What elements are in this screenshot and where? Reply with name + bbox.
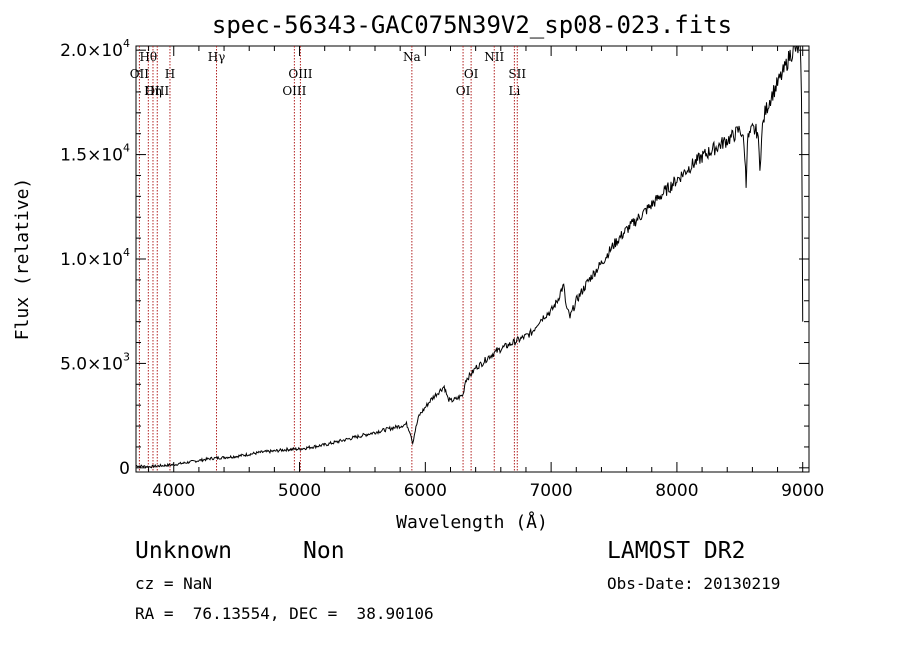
y-tick-base: 0 (119, 459, 130, 479)
y-tick-base: 2.0×10 (60, 41, 123, 61)
x-tick-label: 4000 (152, 481, 195, 501)
coordinates: RA = 76.13554, DEC = 38.90106 (135, 604, 434, 623)
y-tick-exponent: 4 (123, 246, 130, 259)
y-tick-exponent: 4 (123, 37, 130, 50)
y-axis-label: Flux (relative) (12, 178, 33, 341)
x-axis: 4000 5000 6000 7000 8000 9000 (149, 46, 825, 501)
spectral-line-label: OI (464, 67, 479, 81)
object-subclass: Non (303, 538, 345, 564)
y-tick-label: 1.5×104 (60, 142, 130, 166)
x-axis-label: Wavelength (Å) (396, 511, 548, 533)
survey-name: LAMOST DR2 (607, 538, 745, 564)
spectral-line-label: H (165, 67, 175, 81)
spectral-line-label: Hγ (208, 50, 226, 64)
y-tick-label: 5.0×103 (60, 350, 130, 374)
x-tick-label: 8000 (655, 481, 698, 501)
spectral-line-label: Na (403, 50, 421, 64)
x-tick-label: 5000 (278, 481, 321, 501)
spectral-line-label: OII (130, 67, 150, 81)
chart-title: spec-56343-GAC075N39V2_sp08-023.fits (212, 11, 732, 39)
spectral-line-label: Hθ (139, 50, 157, 64)
y-tick-label: 1.0×104 (60, 246, 130, 270)
y-tick-base: 1.5×10 (60, 146, 123, 166)
spectral-line-label: Hη (144, 84, 162, 98)
y-tick-base: 5.0×10 (60, 354, 123, 374)
spectral-line-label: OIII (282, 84, 306, 98)
spectrum-line (136, 46, 803, 468)
object-class: Unknown (135, 538, 232, 564)
spectral-line-label: Li (508, 84, 520, 98)
y-tick-exponent: 3 (123, 350, 130, 363)
plot-frame (136, 46, 809, 472)
y-tick-label: 0 (119, 459, 130, 479)
spectral-line-label: NII (484, 50, 504, 64)
y-tick-base: 1.0×10 (60, 250, 123, 270)
x-tick-label: 7000 (529, 481, 572, 501)
y-tick-label: 2.0×104 (60, 37, 130, 61)
x-tick-label: 9000 (781, 481, 824, 501)
spectral-line-label: OIII (288, 67, 312, 81)
x-tick-label: 6000 (404, 481, 447, 501)
obs-date: Obs-Date: 20130219 (607, 574, 780, 593)
redshift-cz: cz = NaN (135, 574, 212, 593)
spectral-line-label: OI (456, 84, 471, 98)
y-tick-exponent: 4 (123, 142, 130, 155)
spectral-line-label: SII (508, 67, 526, 81)
